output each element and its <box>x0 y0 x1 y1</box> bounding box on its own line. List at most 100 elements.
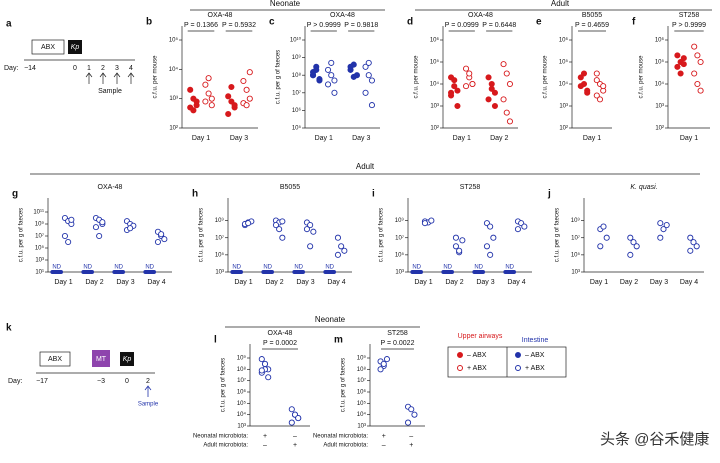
data-point <box>687 234 694 241</box>
data-point <box>577 74 584 81</box>
sample-label: Sample <box>98 88 122 95</box>
nd-label: ND <box>443 265 452 271</box>
data-point <box>158 231 165 238</box>
y-tick-label: 10⁹ <box>237 355 247 362</box>
y-tick-label: 10¹¹ <box>33 210 44 216</box>
panel-letter: b <box>146 17 152 28</box>
data-point <box>657 234 664 241</box>
x-tick-label: Day 1 <box>414 279 432 286</box>
nd-label: ND <box>263 265 272 271</box>
axis-line <box>227 198 352 273</box>
y-tick-label: 10⁹ <box>35 221 45 228</box>
data-point <box>99 219 106 226</box>
y-tick-label: 10⁵ <box>35 245 45 252</box>
x-tick-label: Day 2 <box>490 135 508 142</box>
row-label: Neonatal microbiota: <box>193 434 248 440</box>
data-point <box>258 367 265 374</box>
data-point <box>245 220 252 227</box>
x-tick-label: Day 1 <box>54 279 72 286</box>
panel-letter: a <box>6 19 12 30</box>
nd-label: ND <box>52 265 61 271</box>
panel-title: OXA-48 <box>98 184 123 191</box>
data-point <box>694 80 701 88</box>
data-point <box>447 89 455 96</box>
panel-letter: j <box>547 189 551 200</box>
data-point <box>68 216 75 223</box>
nd-label: ND <box>294 265 303 271</box>
axis-line <box>667 26 710 129</box>
y-tick-label: 10³ <box>357 424 366 430</box>
panel-title: B5055 <box>582 12 602 19</box>
legend-entry: – ABX <box>525 352 545 359</box>
p-value: P = 0.0002 <box>263 340 297 347</box>
y-tick-label: 10⁸ <box>292 72 302 79</box>
y-tick-label: 10⁷ <box>237 377 246 384</box>
panel-letter: m <box>334 335 343 346</box>
data-point <box>205 75 212 82</box>
group-label: Neonate <box>270 0 301 8</box>
data-point <box>451 83 458 90</box>
data-point <box>187 86 194 93</box>
y-tick-label: 10⁵ <box>395 251 405 258</box>
data-point <box>228 83 235 91</box>
y-tick-label: 10³ <box>655 104 664 110</box>
row-label: Adult microbiota: <box>203 443 248 449</box>
data-point <box>454 87 461 94</box>
data-point <box>341 247 348 254</box>
data-point <box>488 85 495 92</box>
y-axis-label: c.f.u. per g of faeces <box>19 208 25 262</box>
data-point <box>663 222 670 229</box>
axis-line <box>583 198 704 273</box>
p-value: P = 0.9818 <box>344 22 378 29</box>
y-tick-label: 10³ <box>571 270 580 276</box>
data-point <box>500 96 507 103</box>
legend-swatch <box>457 352 463 358</box>
panel-letter: i <box>372 189 375 200</box>
legend: Upper airways Intestine – ABX + ABX – AB… <box>447 333 567 378</box>
data-point <box>506 118 514 125</box>
legend-entry: – ABX <box>467 352 487 359</box>
data-point <box>61 232 68 240</box>
day: −17 <box>36 378 48 385</box>
row-sign: + <box>382 433 386 440</box>
data-point <box>630 239 637 246</box>
data-point <box>490 234 497 241</box>
data-point <box>243 102 250 109</box>
data-point <box>680 61 687 68</box>
data-point <box>362 63 369 70</box>
data-point <box>462 83 470 90</box>
data-point <box>279 218 286 225</box>
data-point <box>96 232 103 240</box>
box-label: Kp <box>71 44 80 51</box>
panel-letter: h <box>192 189 198 200</box>
data-point <box>577 83 584 90</box>
data-point <box>690 239 697 246</box>
day: 3 <box>115 65 119 72</box>
box-label: Kp <box>123 356 132 363</box>
data-point <box>225 93 232 100</box>
legend-title: Upper airways <box>458 333 503 340</box>
day: 2 <box>101 65 105 72</box>
nd-label: ND <box>145 265 154 271</box>
data-point <box>506 80 514 88</box>
y-tick-label: 10⁷ <box>292 89 301 96</box>
nd-label: ND <box>505 265 514 271</box>
axis-line <box>249 344 310 427</box>
y-tick-label: 10⁶ <box>237 389 247 396</box>
box-label: ABX <box>41 44 55 51</box>
y-tick-label: 10⁷ <box>571 234 580 241</box>
x-tick-label: Day 1 <box>680 135 698 142</box>
data-point <box>65 238 72 246</box>
x-tick-label: Day 4 <box>147 279 165 286</box>
x-tick-label: Day 2 <box>620 279 638 286</box>
panel-letter: k <box>6 323 12 334</box>
data-point <box>243 86 250 93</box>
panel-letter: g <box>12 189 18 200</box>
x-tick-label: Day 1 <box>234 279 252 286</box>
data-point <box>459 237 466 244</box>
data-point <box>368 77 376 84</box>
data-point <box>246 69 253 76</box>
y-tick-label: 10¹ <box>35 270 44 276</box>
y-tick-label: 10³ <box>215 270 224 276</box>
data-point <box>469 80 476 88</box>
